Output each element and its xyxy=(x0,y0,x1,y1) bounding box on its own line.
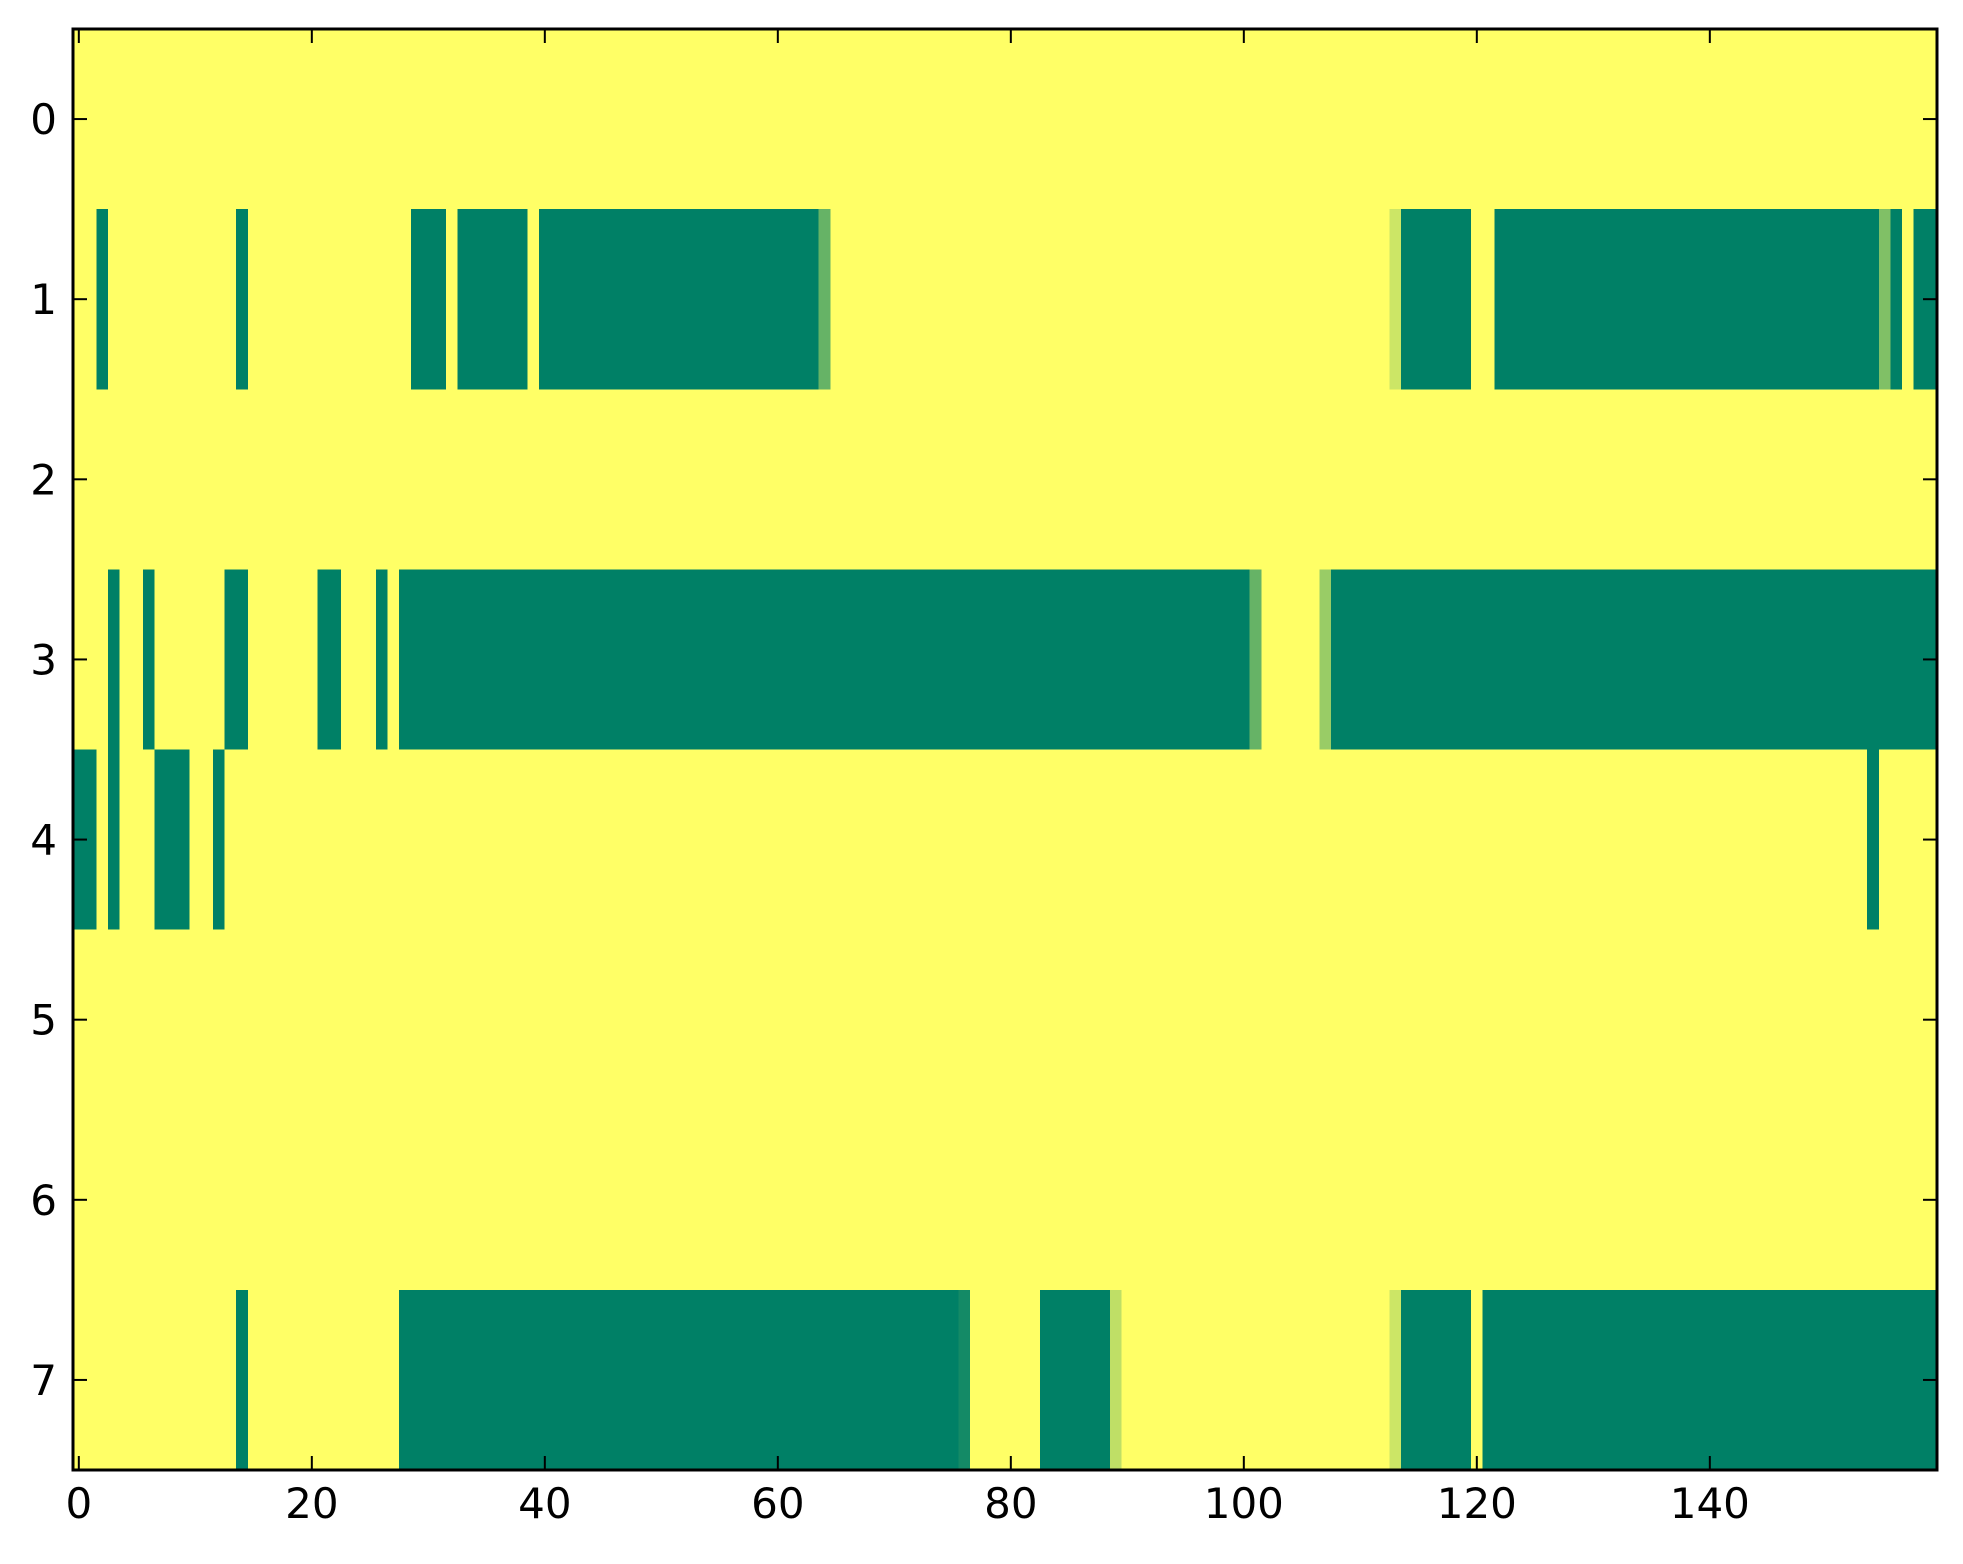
heatmap-cell-row-7-seg-3 xyxy=(1039,1289,1110,1471)
heatmap-cell-row-3-seg-3 xyxy=(317,569,341,750)
y-tick-label: 1 xyxy=(30,275,57,324)
x-tick-label: 80 xyxy=(984,1479,1037,1528)
x-tick-label: 0 xyxy=(65,1479,92,1528)
y-tick-label: 5 xyxy=(30,996,57,1045)
x-tick-label: 20 xyxy=(285,1479,338,1528)
y-tick-label: 7 xyxy=(30,1356,57,1405)
plot-frame xyxy=(71,27,1939,1472)
heatmap-cell-row-3-seg-2 xyxy=(224,569,248,750)
y-tick-label: 0 xyxy=(30,95,57,144)
heatmap-cell-row-1-seg-4 xyxy=(539,209,819,390)
heatmap-cell-row-1-seg-8 xyxy=(1494,209,1879,390)
y-tick-label: 3 xyxy=(30,635,57,684)
heatmap-cell-row-1-seg-0 xyxy=(96,209,108,390)
x-tick-label: 120 xyxy=(1437,1479,1517,1528)
heatmap-cell-row-3-seg-0 xyxy=(107,569,120,750)
x-tick-label: 100 xyxy=(1204,1479,1284,1528)
heatmap-cell-row-4-seg-3 xyxy=(212,749,225,930)
heatmap-cell-row-3-seg-7 xyxy=(1319,569,1332,750)
heatmap-cell-row-1-seg-2 xyxy=(410,209,446,390)
y-tick-label: 4 xyxy=(30,816,57,865)
heatmap-cell-row-7-seg-5 xyxy=(1389,1289,1402,1471)
heatmap-cells xyxy=(73,29,1937,1471)
heatmap-cell-row-1-seg-5 xyxy=(818,209,831,390)
heatmap-cell-row-1-seg-9 xyxy=(1878,209,1891,390)
x-axis-ticks: 0 20 40 60 80 100 120 140 xyxy=(65,29,1750,1528)
heatmap-cell-row-1-seg-7 xyxy=(1401,209,1471,390)
heatmap-cell-row-3-seg-6 xyxy=(1249,569,1262,750)
heatmap-cell-row-4-seg-4 xyxy=(1867,749,1879,930)
x-tick-label: 60 xyxy=(751,1479,804,1528)
heatmap-cell-row-7-seg-7 xyxy=(1482,1289,1937,1471)
heatmap-cell-row-1-seg-1 xyxy=(236,209,248,390)
heatmap-cell-row-1-seg-3 xyxy=(457,209,528,390)
x-tick-label: 40 xyxy=(518,1479,571,1528)
heatmap-cell-row-3-seg-8 xyxy=(1331,569,1937,750)
x-tick-label: 140 xyxy=(1670,1479,1750,1528)
heatmap-cell-row-7-seg-6 xyxy=(1401,1289,1471,1471)
heatmap-cell-row-4-seg-1 xyxy=(107,749,120,930)
heatmap-cell-row-1-seg-6 xyxy=(1389,209,1402,390)
heatmap-cell-row-3-seg-5 xyxy=(399,569,1250,750)
heatmap-cell-row-4-seg-2 xyxy=(154,749,190,930)
heatmap-cell-row-7-seg-4 xyxy=(1109,1289,1122,1471)
y-axis-ticks: 0 1 2 3 4 5 6 7 xyxy=(30,95,1937,1405)
y-tick-label: 6 xyxy=(30,1176,57,1225)
heatmap-cell-row-1-seg-10 xyxy=(1890,209,1903,390)
heatmap-cell-row-7-seg-2 xyxy=(958,1289,971,1471)
y-tick-label: 2 xyxy=(30,455,57,504)
heatmap-cell-row-3-seg-1 xyxy=(142,569,155,750)
heatmap-cell-row-3-seg-4 xyxy=(375,569,388,750)
heatmap-cell-row-7-seg-1 xyxy=(399,1289,959,1471)
heatmap-cell-row-7-seg-0 xyxy=(236,1289,248,1471)
